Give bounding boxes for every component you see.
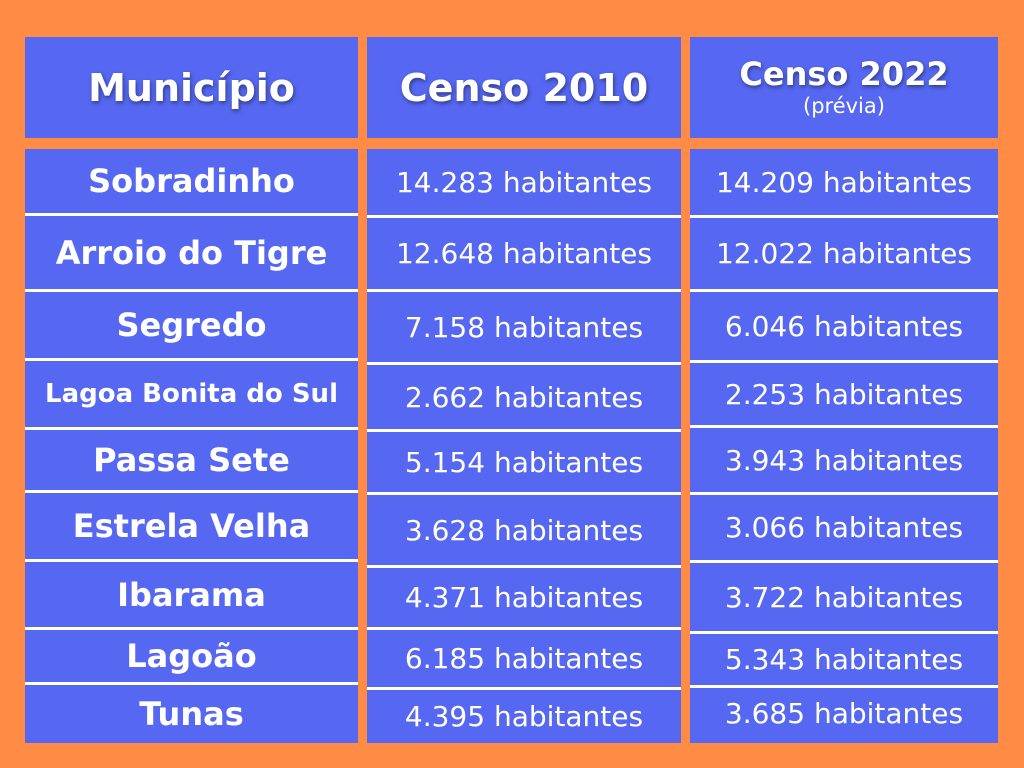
row-divider	[690, 425, 998, 428]
censo-2010-cell: 4.395 habitantes	[404, 700, 644, 733]
row-divider	[367, 492, 681, 495]
censo-2022-cell: 14.209 habitantes	[715, 165, 972, 199]
censo-2022-cell: 3.685 habitantes	[724, 696, 964, 730]
censo-2010-cell: 5.154 habitantes	[404, 445, 644, 479]
municipio-cell: Sobradinho	[88, 162, 295, 200]
header-censo-2022-label: Censo 2022	[739, 55, 949, 93]
row-divider	[25, 358, 358, 361]
censo-2010-cell: 14.283 habitantes	[395, 165, 652, 199]
censo-2022-cells: 14.209 habitantes 12.022 habitantes 6.04…	[690, 149, 998, 743]
row-divider	[367, 215, 681, 218]
censo-2022-cell: 3.722 habitantes	[724, 580, 964, 614]
row-divider	[367, 565, 681, 568]
column-censo-2010: Censo 2010 14.283 habitantes 12.648 habi…	[367, 37, 681, 743]
column-municipio: Município Sobradinho Arroio do Tigre Seg…	[25, 37, 358, 743]
municipio-cell: Estrela Velha	[72, 507, 311, 545]
row-divider	[367, 627, 681, 630]
row-divider	[25, 213, 358, 216]
censo-2022-cell: 3.066 habitantes	[724, 511, 964, 544]
row-divider	[367, 687, 681, 690]
municipio-cells: Sobradinho Arroio do Tigre Segredo Lagoa…	[25, 149, 358, 743]
row-divider	[690, 492, 998, 495]
header-censo-2010: Censo 2010	[367, 37, 681, 138]
row-divider	[25, 627, 358, 630]
municipio-cell: Lagoa Bonita do Sul	[45, 379, 338, 409]
row-divider	[690, 685, 998, 688]
row-divider	[690, 631, 998, 634]
municipio-cell: Lagoão	[126, 637, 257, 675]
censo-2010-cell: 2.662 habitantes	[404, 380, 644, 414]
censo-2010-cell: 7.158 habitantes	[404, 310, 644, 344]
header-censo-2022-note: (prévia)	[803, 94, 885, 118]
censo-2010-cell: 3.628 habitantes	[404, 513, 644, 547]
censo-2022-cell: 5.343 habitantes	[724, 643, 964, 676]
censo-2022-cell: 12.022 habitantes	[715, 237, 972, 270]
municipio-cell: Segredo	[116, 306, 267, 344]
row-divider	[367, 362, 681, 365]
row-divider	[25, 559, 358, 562]
row-divider	[25, 490, 358, 493]
municipio-cell: Arroio do Tigre	[55, 233, 328, 272]
row-divider	[690, 560, 998, 563]
row-divider	[690, 215, 998, 218]
censo-2022-cell: 6.046 habitantes	[724, 309, 964, 343]
row-divider	[25, 682, 358, 685]
header-municipio: Município	[25, 37, 358, 138]
municipio-cell: Tunas	[139, 695, 244, 733]
censo-2010-cell: 6.185 habitantes	[404, 642, 644, 675]
column-censo-2022: Censo 2022 (prévia) 14.209 habitantes 12…	[690, 37, 998, 743]
censo-2010-cell: 12.648 habitantes	[395, 237, 652, 270]
row-divider	[367, 289, 681, 292]
row-divider	[367, 429, 681, 432]
municipio-cell: Passa Sete	[93, 441, 290, 479]
censo-2010-cell: 4.371 habitantes	[404, 581, 644, 614]
censo-2022-cell: 3.943 habitantes	[724, 443, 964, 477]
header-censo-2022: Censo 2022 (prévia)	[690, 37, 998, 138]
header-censo-2010-label: Censo 2010	[399, 65, 649, 110]
row-divider	[690, 289, 998, 292]
municipio-cell: Ibarama	[117, 575, 266, 614]
header-municipio-label: Município	[88, 65, 295, 110]
censo-2022-cell: 2.253 habitantes	[724, 377, 964, 411]
row-divider	[25, 289, 358, 292]
row-divider	[25, 427, 358, 430]
censo-2010-cells: 14.283 habitantes 12.648 habitantes 7.15…	[367, 149, 681, 743]
row-divider	[690, 360, 998, 363]
